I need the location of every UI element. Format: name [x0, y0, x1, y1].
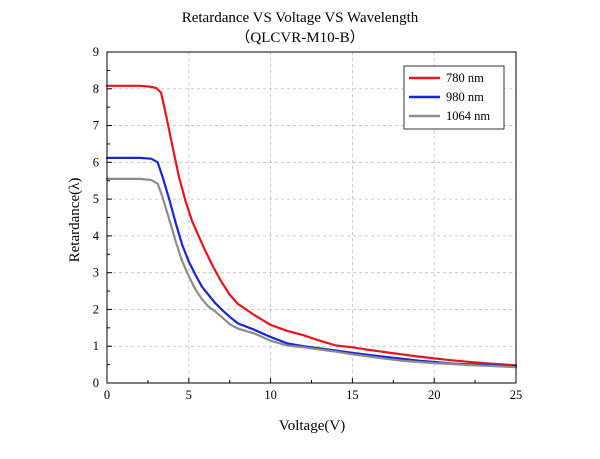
series-line-0: [105, 84, 518, 367]
y-tick-label: 4: [93, 229, 100, 243]
y-tick-label: 9: [93, 45, 99, 59]
y-tick-label: 0: [93, 376, 99, 390]
tick-layer: 0 5 10 15 20 25 0 1 2 3 4 5 6 7 8 9: [93, 45, 523, 402]
y-tick-label: 2: [93, 302, 99, 316]
x-tick-label: 5: [186, 388, 192, 402]
series-line-1: [105, 156, 518, 368]
series-layer: [105, 84, 518, 369]
series-line-2: [105, 177, 518, 369]
y-tick-label: 8: [93, 82, 99, 96]
x-tick-label: 10: [264, 388, 277, 402]
x-tick-label: 15: [346, 388, 359, 402]
y-tick-label: 3: [93, 266, 99, 280]
x-tick-label: 20: [428, 388, 441, 402]
legend-label-1: 980 nm: [446, 90, 484, 104]
y-axis-label: Retardance(λ): [67, 178, 83, 263]
x-tick-label: 0: [104, 388, 110, 402]
chart-title: Retardance VS Voltage VS Wavelength: [182, 10, 419, 26]
y-tick-label: 5: [93, 192, 99, 206]
legend-label-2: 1064 nm: [446, 109, 490, 123]
y-tick-label: 6: [93, 155, 99, 169]
legend: 780 nm 980 nm 1064 nm: [403, 65, 505, 130]
x-axis-label: Voltage(V): [279, 418, 345, 434]
y-tick-label: 1: [93, 339, 99, 353]
x-tick-label: 25: [510, 388, 523, 402]
y-tick-label: 7: [93, 119, 99, 133]
legend-label-0: 780 nm: [446, 71, 484, 85]
chart-subtitle: （QLCVR-M10-B）: [235, 29, 364, 46]
